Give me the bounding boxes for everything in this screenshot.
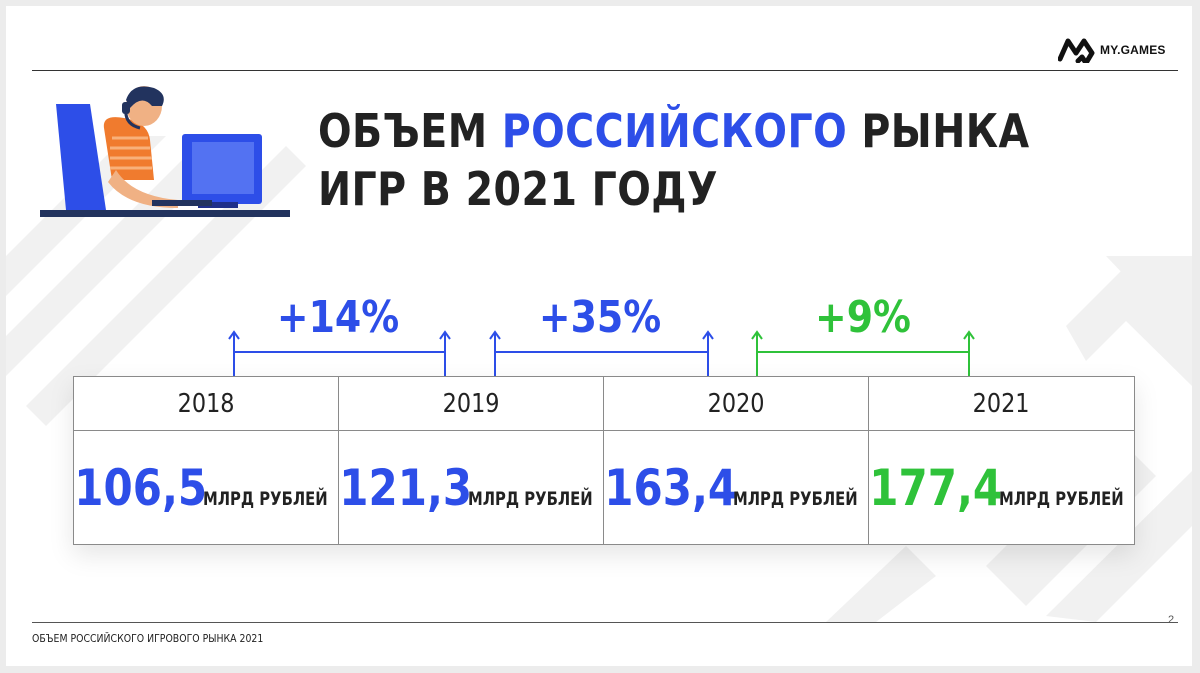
growth-label-2020: +35% (538, 292, 662, 343)
value-2021: 177,4 (869, 458, 1003, 517)
value-cell-2020: 163,4 МЛРД РУБЛЕЙ (604, 431, 869, 544)
value-cell-2018: 106,5 МЛРД РУБЛЕЙ (74, 431, 339, 544)
unit-2018: МЛРД РУБЛЕЙ (203, 487, 328, 510)
year-header-2020: 2020 (604, 377, 869, 431)
title-part-2: РЫНКА (847, 104, 1030, 158)
page-title: ОБЪЕМ РОССИЙСКОГО РЫНКА ИГР В 2021 ГОДУ (318, 102, 1030, 218)
unit-2021: МЛРД РУБЛЕЙ (998, 487, 1124, 510)
page-number: 2 (1168, 614, 1175, 626)
title-part-1: ОБЪЕМ (318, 104, 502, 158)
year-header-2019: 2019 (339, 377, 604, 431)
value-cell-2019: 121,3 МЛРД РУБЛЕЙ (339, 431, 604, 544)
unit-2019: МЛРД РУБЛЕЙ (468, 487, 593, 510)
market-volume-table: 2018 2019 2020 2021 106,5 МЛРД РУБЛЕЙ 121… (73, 376, 1135, 545)
growth-label-2021: +9% (815, 292, 911, 343)
footer-caption: ОБЪЕМ РОССИЙСКОГО ИГРОВОГО РЫНКА 2021 (32, 632, 264, 645)
growth-label-2019: +14% (276, 292, 400, 343)
year-header-2018: 2018 (74, 377, 339, 431)
title-highlight: РОССИЙСКОГО (501, 104, 848, 158)
year-header-2021: 2021 (869, 377, 1134, 431)
brand-logo: MY.GAMES (1058, 34, 1166, 66)
mygames-logo-icon (1058, 38, 1095, 63)
gamer-at-computer-illustration (40, 86, 290, 217)
slide: MY.GAMES ОБЪЕМ РОССИЙСКОГО РЫНКА ИГР В 2… (6, 6, 1192, 666)
value-2019: 121,3 (339, 458, 473, 517)
title-line-2: ИГР В 2021 ГОДУ (318, 162, 718, 216)
unit-2020: МЛРД РУБЛЕЙ (733, 487, 858, 510)
value-2020: 163,4 (604, 458, 738, 517)
brand-name: MY.GAMES (1100, 43, 1166, 57)
title-line-1: ОБЪЕМ РОССИЙСКОГО РЫНКА (318, 102, 1030, 160)
bottom-divider (32, 622, 1178, 623)
value-2018: 106,5 (74, 458, 208, 517)
value-cell-2021: 177,4 МЛРД РУБЛЕЙ (869, 431, 1134, 544)
top-divider (32, 70, 1178, 71)
